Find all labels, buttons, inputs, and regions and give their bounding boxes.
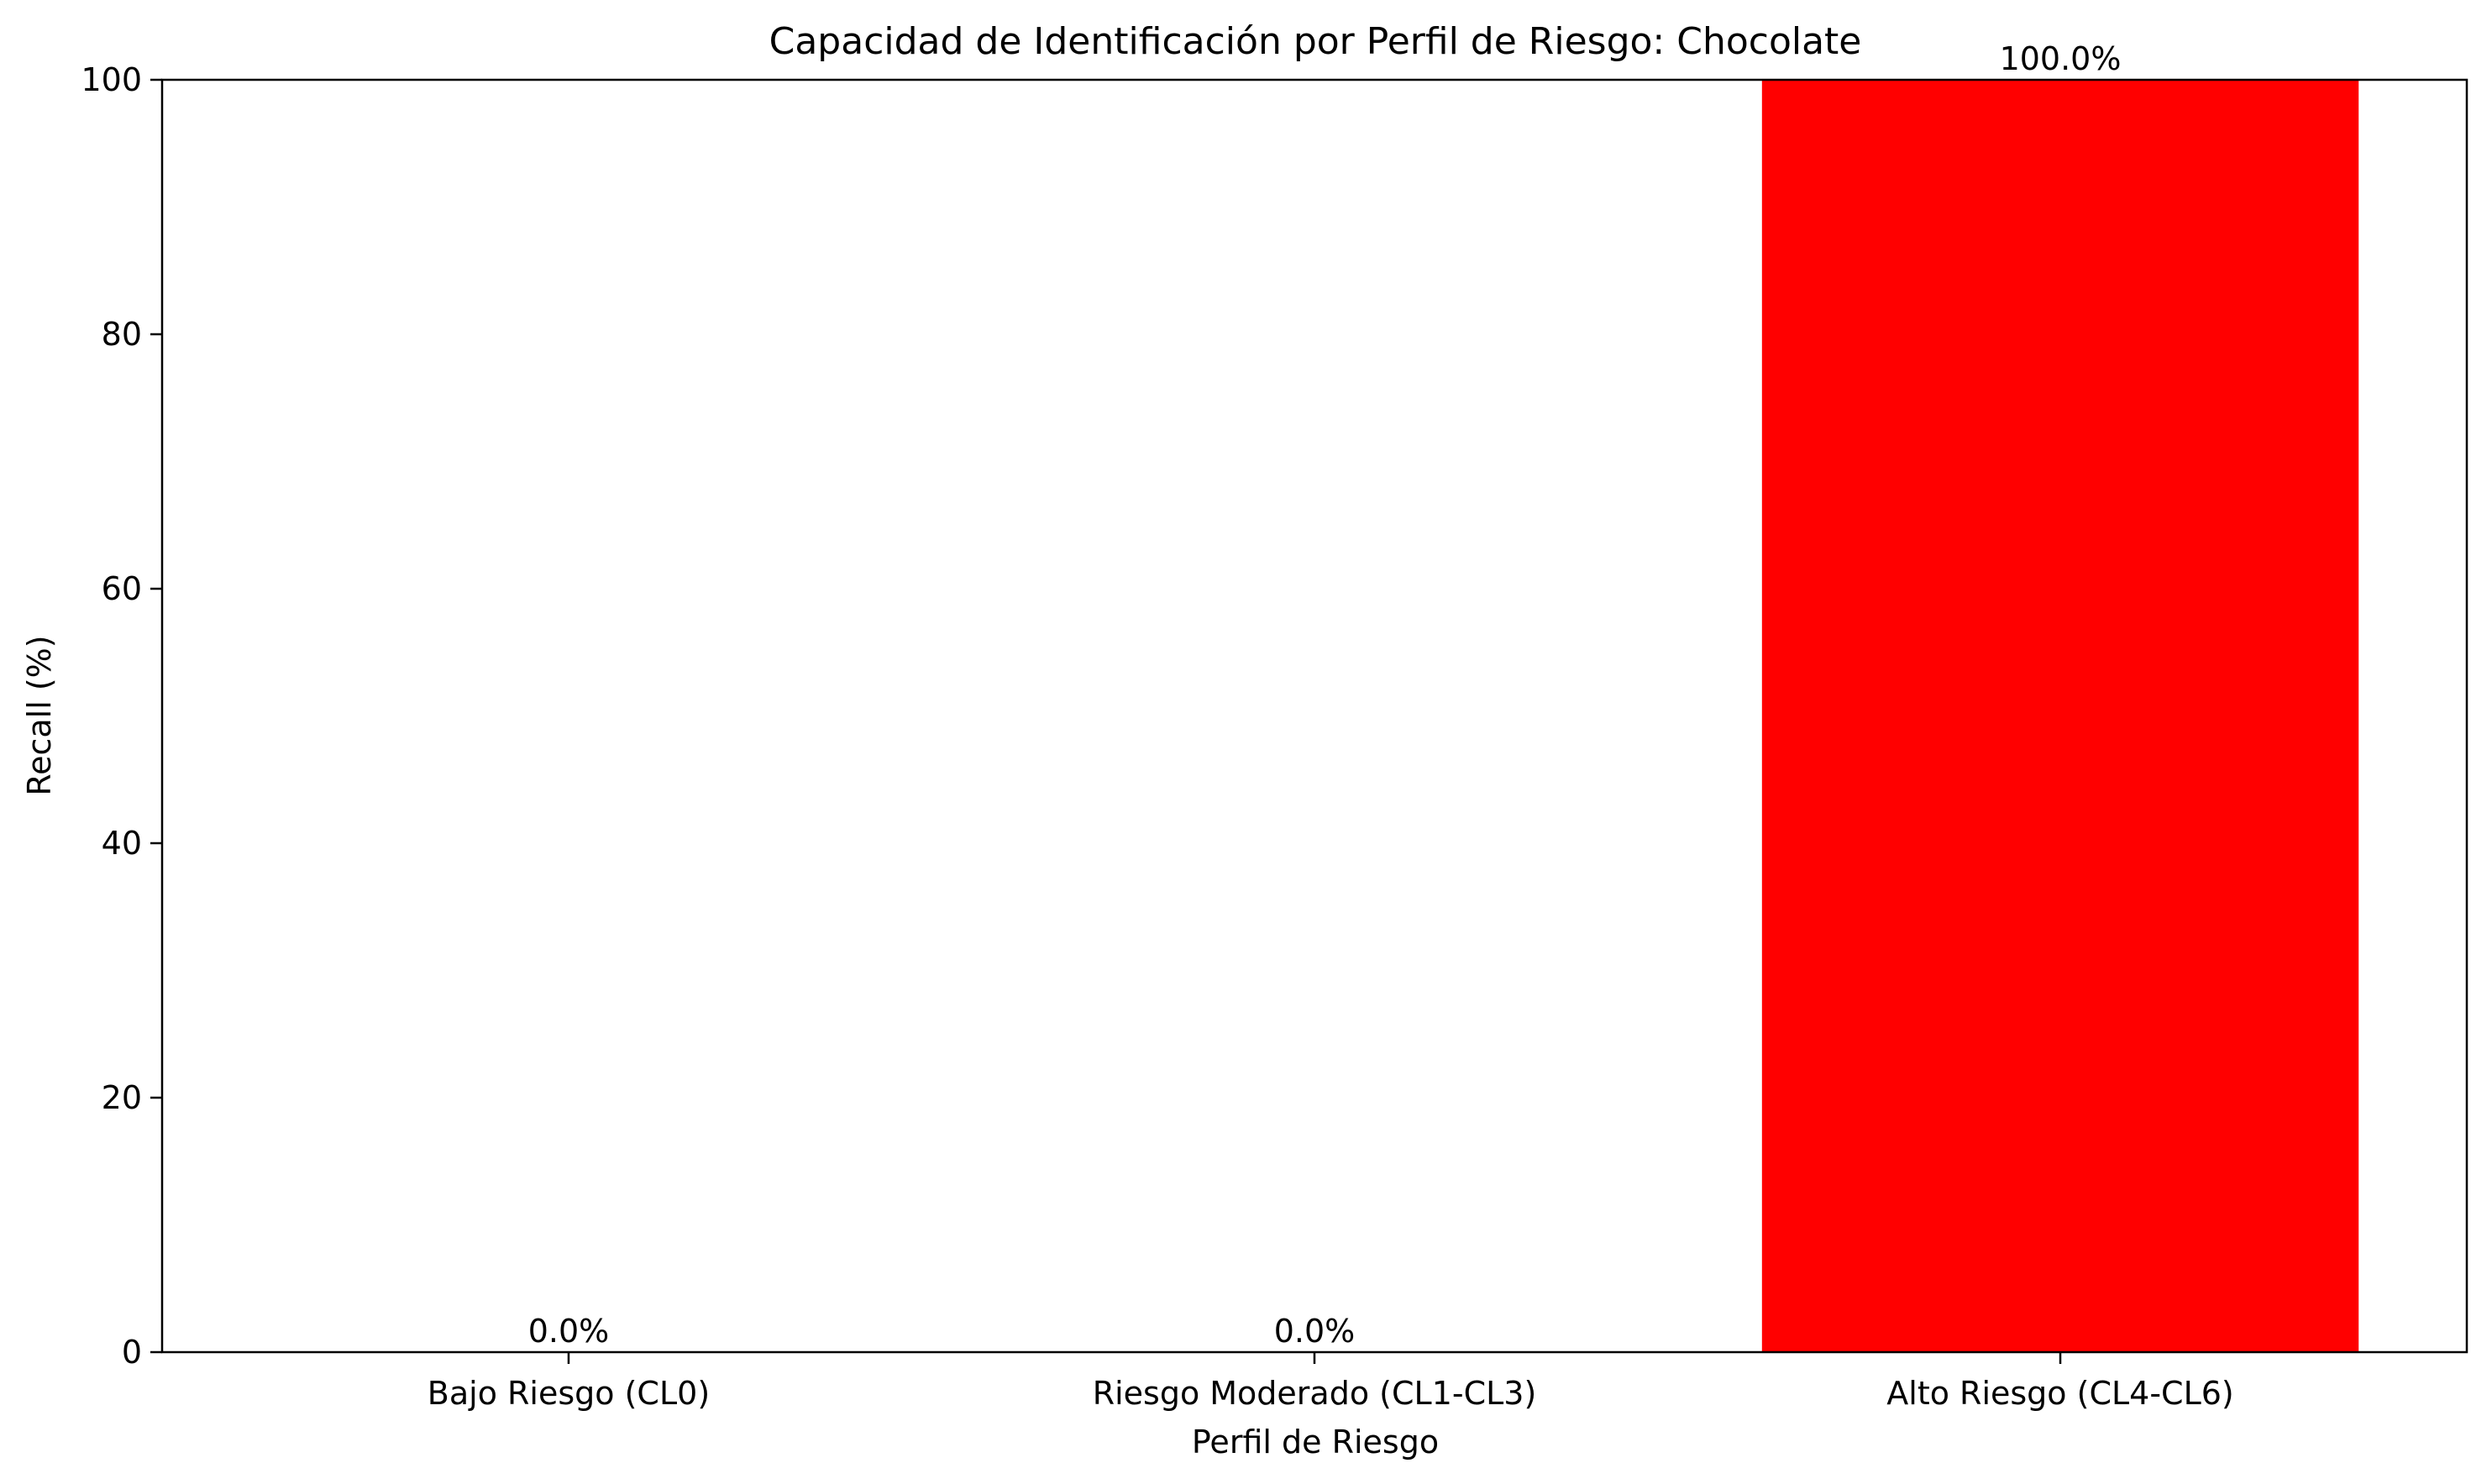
x-axis-label: Perfil de Riesgo — [1192, 1424, 1439, 1460]
x-tick-label: Bajo Riesgo (CL0) — [428, 1375, 710, 1412]
y-tick-label: 20 — [102, 1079, 142, 1116]
x-tick-label: Riesgo Moderado (CL1-CL3) — [1093, 1375, 1537, 1412]
bar-value-label: 100.0% — [2000, 40, 2122, 77]
bar-value-label: 0.0% — [1274, 1313, 1356, 1350]
y-tick-label: 40 — [102, 825, 142, 862]
bars-group — [1761, 80, 2359, 1352]
y-axis: 0 20 40 60 80 100 — [81, 61, 162, 1371]
y-tick-label: 80 — [102, 316, 142, 353]
bar-value-label: 0.0% — [528, 1313, 610, 1350]
bar — [1761, 80, 2359, 1352]
y-tick-label: 60 — [102, 570, 142, 607]
chart-title: Capacidad de Identificación por Perfil d… — [769, 20, 1862, 63]
y-tick-label: 0 — [122, 1334, 142, 1371]
y-tick-label: 100 — [81, 61, 142, 98]
bar-labels-group: 0.0% 0.0% 100.0% — [528, 40, 2122, 1350]
x-tick-label: Alto Riesgo (CL4-CL6) — [1886, 1375, 2234, 1412]
y-axis-label: Recall (%) — [21, 635, 58, 795]
x-axis: Bajo Riesgo (CL0) Riesgo Moderado (CL1-CL… — [428, 1352, 2234, 1412]
